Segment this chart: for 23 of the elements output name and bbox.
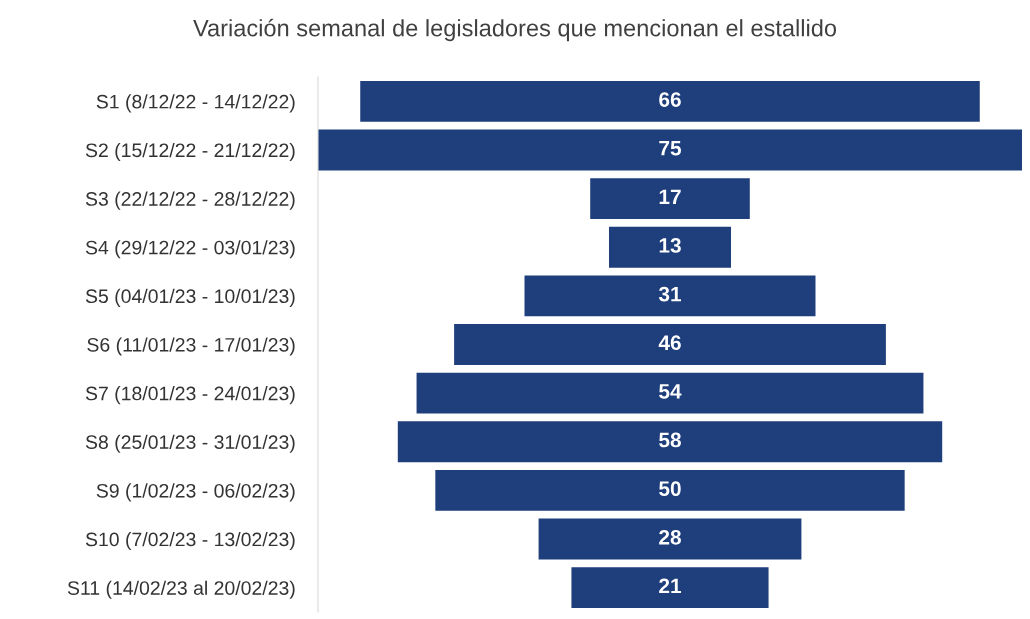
data-label: 28 — [659, 529, 681, 545]
category-label: S9 (1/02/23 - 06/02/23) — [96, 483, 295, 502]
data-label: 54 — [659, 384, 682, 399]
category-label: S4 (29/12/22 - 03/01/23) — [85, 240, 295, 259]
category-label: S8 (25/01/23 - 31/01/23) — [85, 434, 295, 453]
category-label: S10 (7/02/23 - 13/02/23) — [85, 532, 295, 551]
category-label: S11 (14/02/23 al 20/02/23) — [67, 580, 295, 599]
category-label: S7 (18/01/23 - 24/01/23) — [85, 386, 295, 405]
category-label: S6 (11/01/23 - 17/01/23) — [87, 337, 295, 356]
data-label: 66 — [659, 92, 681, 107]
category-label: S3 (22/12/22 - 28/12/22) — [85, 191, 295, 210]
text: Variación semanal de legisladores que mencionan el estallido — [193, 18, 837, 42]
data-label: 21 — [659, 578, 682, 594]
category-label: S5 (04/01/23 - 10/01/23) — [85, 288, 295, 307]
data-label: 31 — [658, 286, 682, 302]
data-label: 58 — [659, 432, 681, 448]
data-label: 17 — [659, 189, 681, 204]
data-label: 50 — [659, 481, 681, 496]
data-label: 13 — [659, 238, 681, 253]
data-label: 46 — [658, 335, 681, 351]
category-label: S2 (15/12/22 - 21/12/22) — [85, 142, 295, 162]
category-label: S1 (8/12/22 - 14/12/22) — [96, 94, 295, 113]
data-label: 75 — [659, 141, 682, 156]
